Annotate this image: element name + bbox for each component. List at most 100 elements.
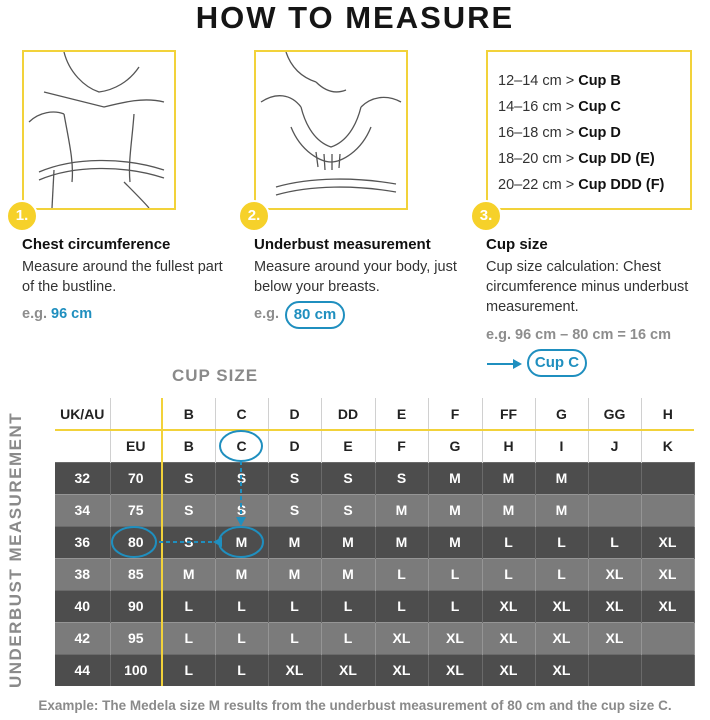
size-cell: S <box>162 493 216 526</box>
eu-band: 70 <box>110 461 163 494</box>
cup-size-label: CUP SIZE <box>172 366 259 385</box>
size-cell: L <box>375 589 429 622</box>
step-1-text: Measure around the fullest part of the b… <box>22 259 223 295</box>
uk-cup-header: H <box>641 398 694 430</box>
size-row: 40 90 L L L L L L XL XL XL XL <box>55 589 695 622</box>
uk-band: 32 <box>55 461 111 494</box>
size-cell: XL <box>641 525 695 558</box>
eu-cup-header: G <box>428 430 483 462</box>
uk-cup-header: GG <box>588 398 642 430</box>
size-cell <box>588 461 642 494</box>
size-cell: XL <box>588 589 642 622</box>
size-cell: L <box>215 589 269 622</box>
size-cell: L <box>162 653 216 686</box>
uk-cup-header: C <box>215 398 269 430</box>
size-row: 32 70 S S S S S M M M <box>55 461 695 494</box>
eu-cup-header: E <box>321 430 376 462</box>
cup-range-item: 12–14 cm > Cup B <box>498 73 621 89</box>
eu-band: 100 <box>110 653 163 686</box>
step-1-example: e.g. 96 cm <box>22 306 92 322</box>
size-cell <box>588 493 642 526</box>
size-cell: L <box>535 557 589 590</box>
eu-band: 85 <box>110 557 163 590</box>
size-cell: M <box>268 557 322 590</box>
step-3-badge: 3. <box>470 200 502 232</box>
step-3-heading: Cup size <box>486 236 548 253</box>
uk-cup-header: D <box>268 398 322 430</box>
uk-header-row: UK/AU B C D DD E F FF G GG H <box>55 398 694 430</box>
size-cell: S <box>268 493 322 526</box>
size-row: 34 75 S S S S M M M M <box>55 493 695 526</box>
uk-band: 42 <box>55 621 111 654</box>
uk-band: 34 <box>55 493 111 526</box>
eu-cup-header: C <box>215 430 269 462</box>
size-cell: M <box>321 525 376 558</box>
size-row: 38 85 M M M M L L L L XL XL <box>55 557 695 590</box>
size-cell <box>641 461 695 494</box>
eu-header-row: EU B C D E F G H I J K <box>55 430 694 462</box>
size-cell: S <box>162 461 216 494</box>
size-cell: L <box>375 557 429 590</box>
size-cell: L <box>215 653 269 686</box>
size-cell: XL <box>482 589 536 622</box>
cup-range-item: 14–16 cm > Cup C <box>498 99 621 115</box>
eu-label: EU <box>110 430 163 462</box>
size-cell: M <box>268 525 322 558</box>
uk-cup-header: G <box>535 398 589 430</box>
cup-range-item: 18–20 cm > Cup DD (E) <box>498 151 655 167</box>
uk-band: 44 <box>55 653 111 686</box>
eu-cup-header: D <box>268 430 322 462</box>
uk-cup-header: FF <box>482 398 536 430</box>
size-cell: XL <box>482 621 536 654</box>
cup-ranges-box <box>486 50 692 210</box>
uk-cup-header: DD <box>321 398 376 430</box>
size-cell: XL <box>641 589 695 622</box>
size-cell: S <box>268 461 322 494</box>
step-1-heading: Chest circumference <box>22 236 171 253</box>
size-cell: XL <box>641 557 695 590</box>
size-cell: S <box>375 461 429 494</box>
size-cell: M <box>375 525 429 558</box>
eu-cup-header: F <box>375 430 429 462</box>
size-cell: M <box>535 461 589 494</box>
size-cell: M <box>162 557 216 590</box>
cup-range-item: 16–18 cm > Cup D <box>498 125 621 141</box>
size-cell: XL <box>482 653 536 686</box>
size-cell: L <box>268 589 322 622</box>
size-cell: L <box>215 621 269 654</box>
step-3-text: Cup size calculation: Chest circumferenc… <box>486 259 689 315</box>
size-cell: XL <box>535 653 589 686</box>
size-cell <box>588 653 642 686</box>
size-cell: S <box>215 493 269 526</box>
size-cell: L <box>535 525 589 558</box>
eu-spacer <box>55 430 111 462</box>
size-cell: M <box>321 557 376 590</box>
size-cell: M <box>535 493 589 526</box>
underbust-illustration-box <box>254 50 408 210</box>
step-3-example: e.g. 96 cm – 80 cm = 16 cm <box>486 327 671 343</box>
size-row: 44 100 L L XL XL XL XL XL XL <box>55 653 695 686</box>
step-1-example-value: 96 cm <box>51 306 93 322</box>
size-cell: L <box>321 589 376 622</box>
size-cell: M <box>215 557 269 590</box>
eu-band: 80 <box>110 525 163 558</box>
arrow-cup-result-head <box>513 359 522 369</box>
chest-illustration-box <box>22 50 176 210</box>
size-cell: L <box>588 525 642 558</box>
size-cell <box>641 493 695 526</box>
size-cell <box>641 653 695 686</box>
eu-cup-header: K <box>641 430 694 462</box>
size-cell: L <box>268 621 322 654</box>
size-cell: L <box>428 557 483 590</box>
size-chart-table: UK/AU B C D DD E F FF G GG H EU B C D E F G H I J K 32 70 S S S S S M… <box>55 398 695 686</box>
step-1-example-prefix: e.g. <box>22 306 47 322</box>
size-cell: XL <box>535 621 589 654</box>
size-row: 36 80 S M M M M M L L L XL <box>55 525 695 558</box>
size-cell: L <box>482 557 536 590</box>
size-cell: M <box>428 493 483 526</box>
uk-au-label: UK/AU <box>55 398 111 430</box>
size-cell: XL <box>375 653 429 686</box>
eu-cup-header: I <box>535 430 589 462</box>
step-2-text: Measure around your body, just below you… <box>254 259 457 295</box>
footer-example: Example: The Medela size M results from … <box>38 698 672 713</box>
